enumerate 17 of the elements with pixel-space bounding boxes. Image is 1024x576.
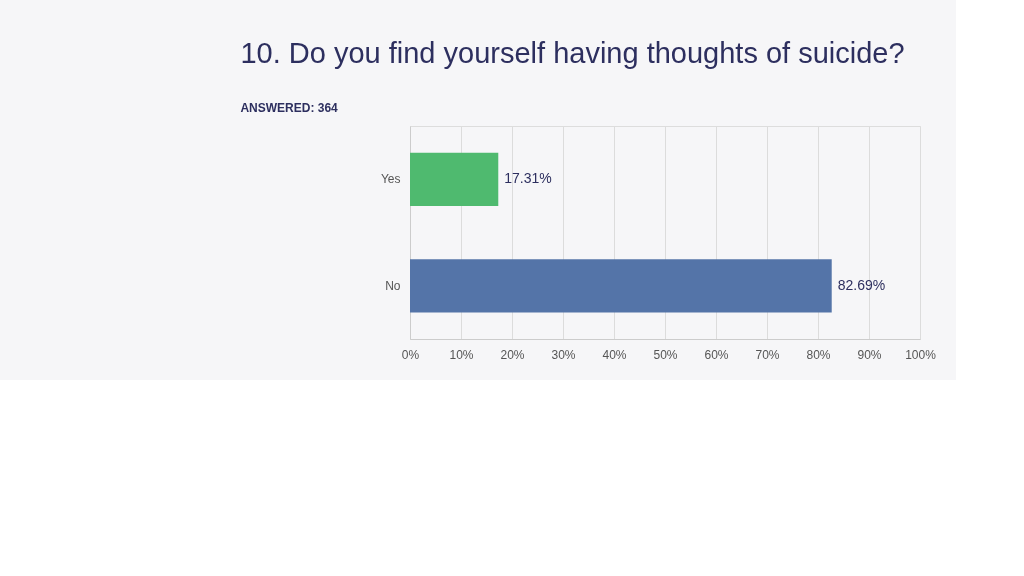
x-tick-label: 50% (653, 347, 678, 362)
x-tick-label: 10% (449, 347, 474, 362)
x-tick-label: 30% (551, 347, 576, 362)
y-tick-label: Yes (380, 172, 401, 187)
x-tick-label: 20% (500, 347, 525, 362)
x-tick-label: 60% (704, 347, 729, 362)
chart-title: 10. Do you find yourself having thoughts of suicide? (240, 37, 905, 69)
x-tick-label: 90% (857, 347, 882, 362)
data-label: 17.31% (504, 170, 552, 187)
x-tick-label: 40% (602, 347, 627, 362)
text: ANSWERED: 364 (240, 101, 339, 115)
x-tick-label: 100% (905, 347, 937, 362)
y-tick-label: No (385, 278, 401, 293)
x-tick-label: 80% (806, 347, 831, 362)
x-tick-label: 70% (755, 347, 780, 362)
x-tick-label: 0% (401, 347, 420, 362)
data-label: 82.69% (837, 276, 886, 293)
